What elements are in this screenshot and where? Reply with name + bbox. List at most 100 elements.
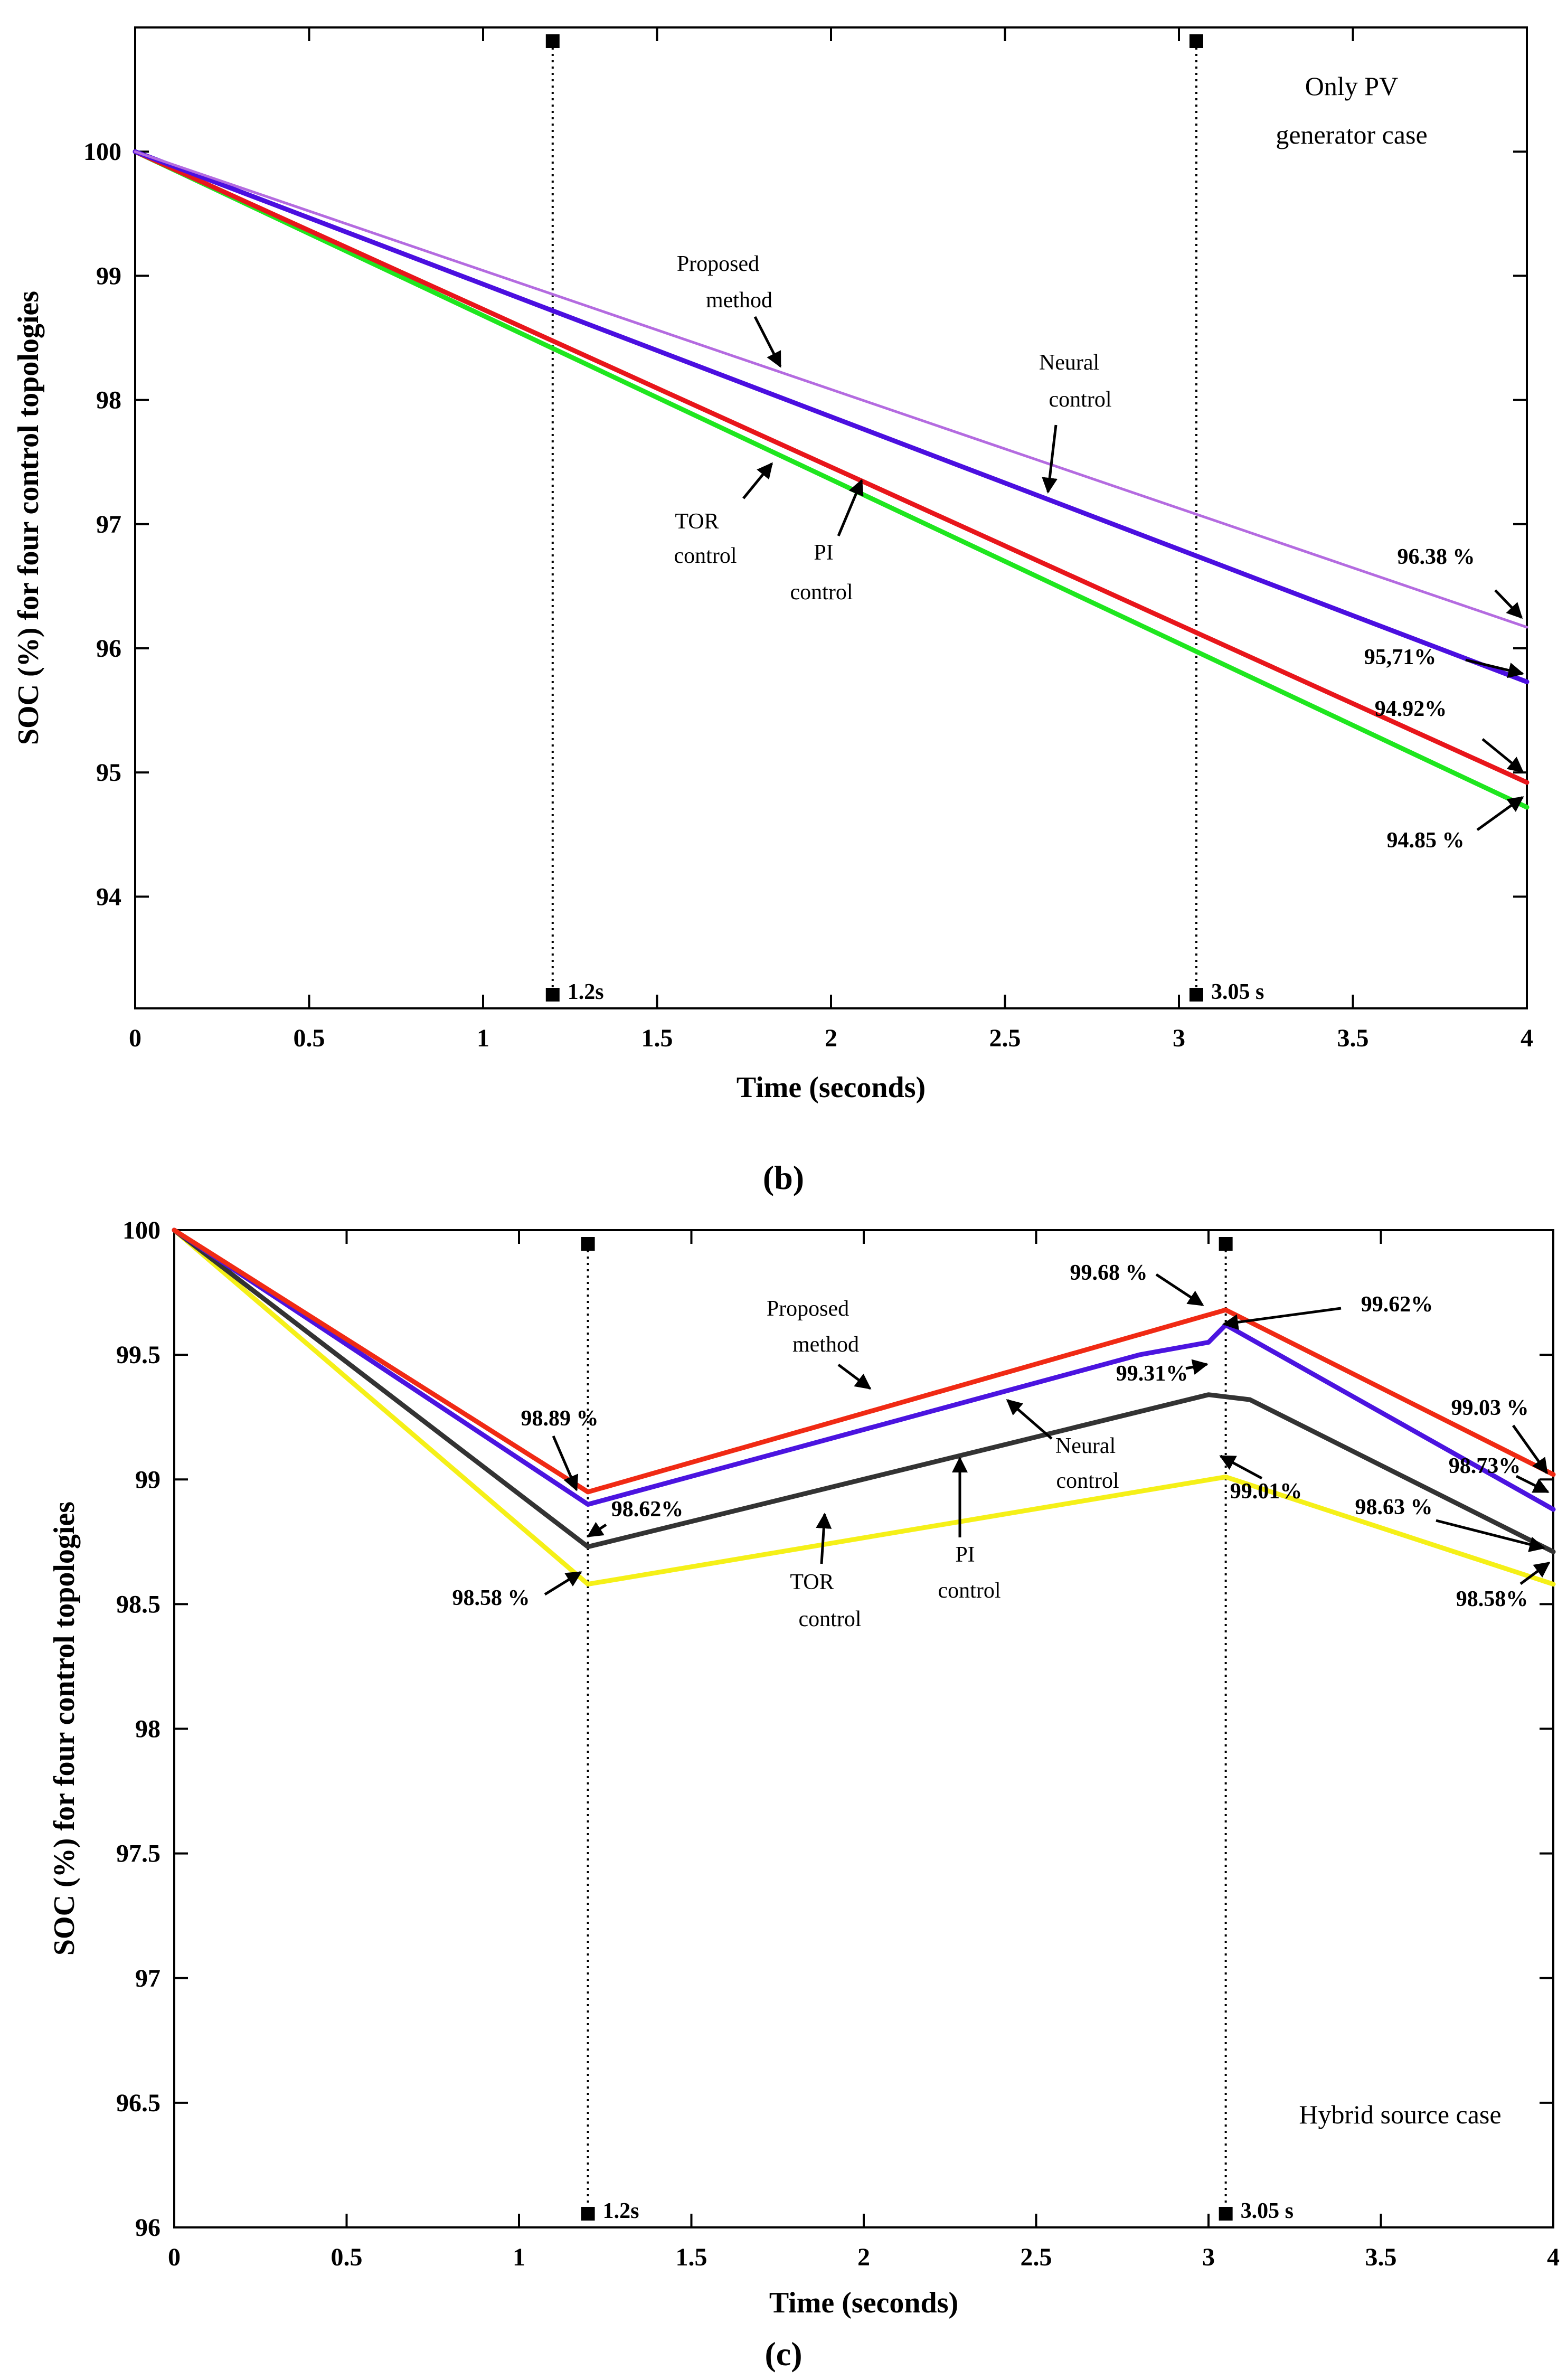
- chart-b-marker-square-top: [545, 34, 560, 48]
- chart-b-marker-label: 1.2s: [568, 980, 604, 1004]
- chart-b-arrow-9492: [1481, 738, 1524, 773]
- chart-b-x-tick-label: 4: [1521, 1024, 1533, 1052]
- chart-c-series-tor-control: [172, 1227, 1556, 1587]
- chart-c-y-tick-label: 96: [135, 2214, 161, 2242]
- chart-b-case-line2: generator case: [1276, 120, 1427, 149]
- chart-b-y-tick-label: 95: [96, 759, 121, 787]
- chart-c-arrow-9873: [1515, 1475, 1550, 1494]
- chart-c-x-tick-label: 0.5: [331, 2243, 363, 2271]
- chart-b-x-label: Time (seconds): [737, 1071, 926, 1104]
- chart-b-x-tick-label: 2.5: [989, 1024, 1021, 1052]
- chart-c-ann-9862: 98.62%: [611, 1497, 684, 1522]
- chart-b-markers: 1.2s 3.05 s: [545, 34, 1264, 1004]
- chart-c-ann-9873: 98.73%: [1449, 1454, 1521, 1478]
- chart-b-ann-neural-2: control: [1049, 388, 1112, 412]
- chart-c-ann-9858a: 98.58 %: [452, 1586, 530, 1610]
- chart-b-series: [133, 149, 1530, 810]
- chart-b-y-tick-label: 100: [83, 138, 121, 166]
- chart-b-ann-9638: 96.38 %: [1398, 545, 1475, 569]
- chart-b-y-tick-label: 94: [96, 883, 121, 911]
- chart-b-series-tor-control: [133, 149, 1530, 810]
- chart-c-marker-square-bottom: [1219, 2207, 1233, 2221]
- chart-c-arrow-neural: [1006, 1399, 1053, 1440]
- chart-c-y-axis: 96 96.5 97 97.5 98 98.5 99 99.5 100: [116, 1216, 1553, 2242]
- chart-c-x-tick-label: 1: [513, 2243, 525, 2271]
- chart-b-y-tick-label: 98: [96, 386, 121, 414]
- chart-b-ann-pi-2: control: [790, 580, 853, 605]
- chart-c: 96 96.5 97 97.5 98 98.5 99 99.5 100 0 0.5 1 1.5 2 2.5…: [48, 1216, 1560, 2319]
- chart-c-y-tick-label: 98.5: [116, 1590, 161, 1618]
- chart-b-x-tick-label: 1.5: [641, 1024, 673, 1052]
- chart-c-y-tick-label: 97.5: [116, 1840, 161, 1868]
- caption-b-letter: b: [774, 1159, 793, 1196]
- chart-c-x-tick-label: 4: [1547, 2243, 1560, 2271]
- chart-c-arrow-9862: [587, 1522, 607, 1538]
- chart-b-x-tick-label: 0: [129, 1024, 141, 1052]
- chart-b-y-label: SOC (%) for four control topologies: [12, 291, 45, 745]
- chart-c-ann-pi-1: PI: [955, 1543, 975, 1567]
- chart-c-arrow-9858b: [1519, 1561, 1551, 1585]
- chart-c-y-tick-label: 98: [135, 1715, 161, 1743]
- chart-b: 94 95 96 97 98 99 100 0 0.5 1 1.5 2 2.5 3 3.5 4 1.2s 3.…: [12, 26, 1533, 1104]
- caption-b: (b): [763, 1159, 804, 1196]
- chart-b-marker-label: 3.05 s: [1211, 980, 1264, 1004]
- chart-c-ann-tor-1: TOR: [790, 1570, 834, 1594]
- chart-c-ann-neural-2: control: [1056, 1469, 1119, 1493]
- chart-b-ann-9485: 94.85 %: [1387, 828, 1465, 853]
- chart-c-x-label: Time (seconds): [769, 2287, 958, 2319]
- chart-b-ann-neural-1: Neural: [1039, 351, 1099, 375]
- caption-c: (c): [764, 2335, 802, 2373]
- chart-c-y-tick-label: 99: [135, 1466, 161, 1494]
- chart-b-arrow-neural: [1042, 424, 1058, 494]
- chart-c-y-tick-label: 100: [122, 1216, 161, 1244]
- chart-b-y-tick-label: 99: [96, 262, 121, 290]
- chart-b-x-tick-label: 1: [477, 1024, 489, 1052]
- chart-c-x-axis: 0 0.5 1 1.5 2 2.5 3 3.5 4: [168, 1230, 1560, 2271]
- chart-c-x-tick-label: 1.5: [676, 2243, 707, 2271]
- chart-b-ann-proposed-1: Proposed: [677, 252, 759, 276]
- chart-c-series-proposed-method: [172, 1227, 1556, 1495]
- chart-b-x-tick-label: 0.5: [294, 1024, 325, 1052]
- chart-c-marker-label: 1.2s: [603, 2199, 639, 2223]
- chart-c-y-tick-label: 97: [135, 1965, 161, 1992]
- chart-c-x-tick-label: 2: [857, 2243, 870, 2271]
- chart-c-series-neural-control: [172, 1227, 1556, 1512]
- chart-b-case-line1: Only PV: [1305, 71, 1398, 101]
- chart-c-marker-square-bottom: [581, 2207, 595, 2221]
- caption-c-letter: c: [776, 2335, 791, 2373]
- chart-b-ann-tor-2: control: [674, 544, 737, 568]
- chart-b-marker-square-bottom: [545, 988, 560, 1002]
- chart-c-arrow-9858a: [544, 1571, 582, 1596]
- chart-b-ann-tor-1: TOR: [675, 509, 719, 534]
- chart-c-x-tick-label: 3: [1202, 2243, 1215, 2271]
- chart-b-marker-square-top: [1189, 34, 1203, 48]
- chart-b-arrow-tor: [742, 462, 773, 499]
- chart-b-marker-square-bottom: [1189, 988, 1203, 1002]
- chart-c-ann-9901: 99.01%: [1230, 1479, 1302, 1504]
- chart-c-ann-proposed-2: method: [792, 1333, 859, 1357]
- chart-b-series-proposed-method: [134, 150, 1528, 629]
- chart-c-ann-9962: 99.62%: [1361, 1292, 1433, 1317]
- chart-b-arrow-9485: [1476, 796, 1524, 832]
- chart-c-ann-pi-2: control: [938, 1579, 1001, 1603]
- chart-c-arrow-9968: [1155, 1273, 1204, 1307]
- chart-b-y-tick-label: 97: [96, 511, 121, 539]
- chart-c-arrow-9962: [1222, 1307, 1342, 1330]
- chart-c-x-tick-label: 0: [168, 2243, 181, 2271]
- chart-b-arrow-proposed: [753, 316, 782, 368]
- chart-b-ann-9492: 94.92%: [1375, 697, 1447, 721]
- chart-c-markers: 1.2s 3.05 s: [581, 1237, 1294, 2223]
- chart-b-series-neural-control: [133, 149, 1530, 684]
- chart-c-marker-square-top: [581, 1237, 595, 1251]
- chart-c-x-tick-label: 2.5: [1021, 2243, 1052, 2271]
- chart-c-x-tick-label: 3.5: [1365, 2243, 1397, 2271]
- chart-c-arrow-9901: [1219, 1455, 1263, 1480]
- chart-c-ann-9903: 99.03 %: [1451, 1396, 1529, 1420]
- chart-c-arrow-9889: [552, 1435, 579, 1491]
- chart-b-ann-9571: 95,71%: [1364, 645, 1437, 669]
- chart-c-y-tick-label: 99.5: [116, 1341, 161, 1369]
- chart-c-ann-tor-2: control: [799, 1607, 862, 1631]
- chart-c-ann-9968: 99.68 %: [1070, 1261, 1148, 1285]
- chart-b-y-tick-label: 96: [96, 635, 121, 663]
